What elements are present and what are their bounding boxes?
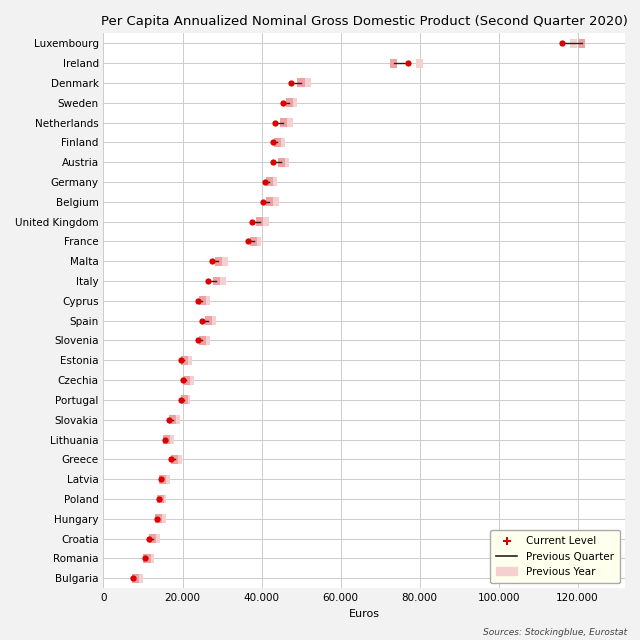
Bar (285, 118, 292, 127)
Bar (285, 98, 292, 107)
Bar (270, 177, 277, 186)
Bar (262, 217, 269, 226)
Title: Per Capita Annualized Nominal Gross Domestic Product (Second Quarter 2020): Per Capita Annualized Nominal Gross Dome… (101, 15, 628, 28)
Bar (416, 59, 423, 67)
Bar (212, 276, 220, 285)
Bar (203, 336, 210, 345)
Bar (163, 475, 170, 484)
Bar (289, 98, 297, 107)
Bar (198, 296, 206, 305)
Bar (220, 257, 228, 266)
Bar (185, 356, 192, 365)
Text: Sources: Stockingblue, Eurostat: Sources: Stockingblue, Eurostat (483, 628, 627, 637)
Bar (181, 396, 188, 404)
Bar (187, 376, 194, 385)
Bar (153, 534, 161, 543)
Bar (266, 177, 273, 186)
Bar (163, 435, 170, 444)
X-axis label: Euros: Euros (349, 609, 380, 619)
Bar (183, 396, 190, 404)
Bar (390, 59, 397, 67)
Bar (278, 138, 285, 147)
Bar (157, 495, 164, 504)
Bar (136, 574, 143, 583)
Bar (254, 237, 261, 246)
Bar (303, 79, 310, 87)
Bar (173, 415, 180, 424)
Bar (156, 515, 163, 524)
Bar (159, 515, 166, 524)
Bar (209, 316, 216, 325)
Bar (143, 554, 150, 563)
Bar (266, 197, 273, 206)
Bar (278, 157, 285, 166)
Bar (272, 197, 279, 206)
Bar (214, 257, 221, 266)
Bar (280, 118, 287, 127)
Bar (282, 157, 289, 166)
Bar (205, 316, 212, 325)
Bar (175, 455, 182, 464)
Bar (256, 217, 263, 226)
Bar (149, 534, 156, 543)
Bar (183, 376, 190, 385)
Bar (171, 455, 178, 464)
Bar (274, 138, 281, 147)
Bar (181, 356, 188, 365)
Bar (167, 435, 174, 444)
Legend: Current Level, Previous Quarter, Previous Year: Current Level, Previous Quarter, Previou… (490, 530, 620, 583)
Bar (169, 415, 176, 424)
Bar (218, 276, 225, 285)
Bar (159, 475, 166, 484)
Bar (570, 39, 577, 48)
Bar (578, 39, 585, 48)
Bar (250, 237, 257, 246)
Bar (298, 79, 305, 87)
Bar (147, 554, 154, 563)
Bar (159, 495, 166, 504)
Bar (198, 336, 206, 345)
Bar (132, 574, 139, 583)
Bar (203, 296, 210, 305)
